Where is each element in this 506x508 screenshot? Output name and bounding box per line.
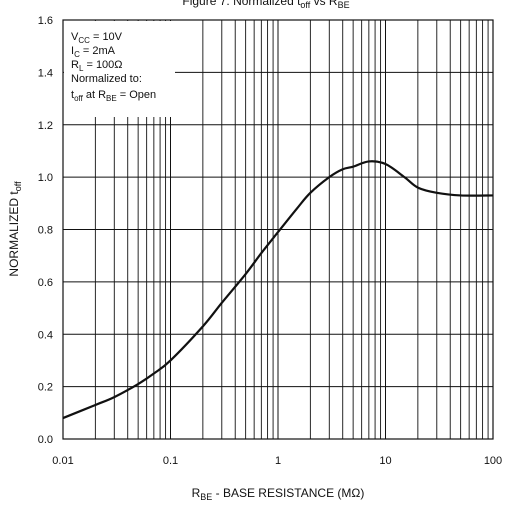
y-tick-label: 0.4 [38, 329, 53, 341]
chart-title: Figure 7. Normalized toff vs RBE [182, 0, 349, 10]
annotation-toff: toff at RBE = Open [71, 89, 156, 103]
y-tick-label: 1.0 [38, 172, 53, 184]
x-axis-label: RBE - BASE RESISTANCE (MΩ) [192, 486, 365, 502]
y-axis-label: NORMALIZED toff [7, 181, 23, 277]
x-tick-label: 1 [275, 455, 281, 467]
y-tick-label: 1.2 [38, 120, 53, 132]
annotation-normalized: Normalized to: [71, 73, 142, 85]
y-tick-label: 1.6 [38, 15, 53, 27]
y-tick-label: 1.4 [38, 67, 53, 79]
annotation-vcc: VCC = 10V [71, 31, 123, 45]
y-tick-label: 0.2 [38, 382, 53, 394]
series-group [62, 160, 494, 420]
tick-labels: 0.01 0.1 1 10 100 0.0 0.2 0.4 0.6 0.8 1.0 1.2 1.4 1.6 [38, 15, 502, 467]
y-tick-label: 0.6 [38, 277, 53, 289]
x-tick-label: 0.01 [52, 455, 73, 467]
y-tick-label: 0.0 [38, 434, 53, 446]
x-tick-label: 10 [379, 455, 391, 467]
annotation-ic: IC = 2mA [71, 45, 116, 59]
x-tick-label: 100 [484, 455, 502, 467]
x-tick-label: 0.1 [163, 455, 178, 467]
annotation-box: VCC = 10V IC = 2mA RL = 100Ω Normalized … [64, 21, 175, 117]
series-line [62, 160, 494, 420]
y-tick-label: 0.8 [38, 225, 53, 237]
plot-frame [62, 19, 494, 440]
annotation-rl: RL = 100Ω [71, 59, 123, 73]
